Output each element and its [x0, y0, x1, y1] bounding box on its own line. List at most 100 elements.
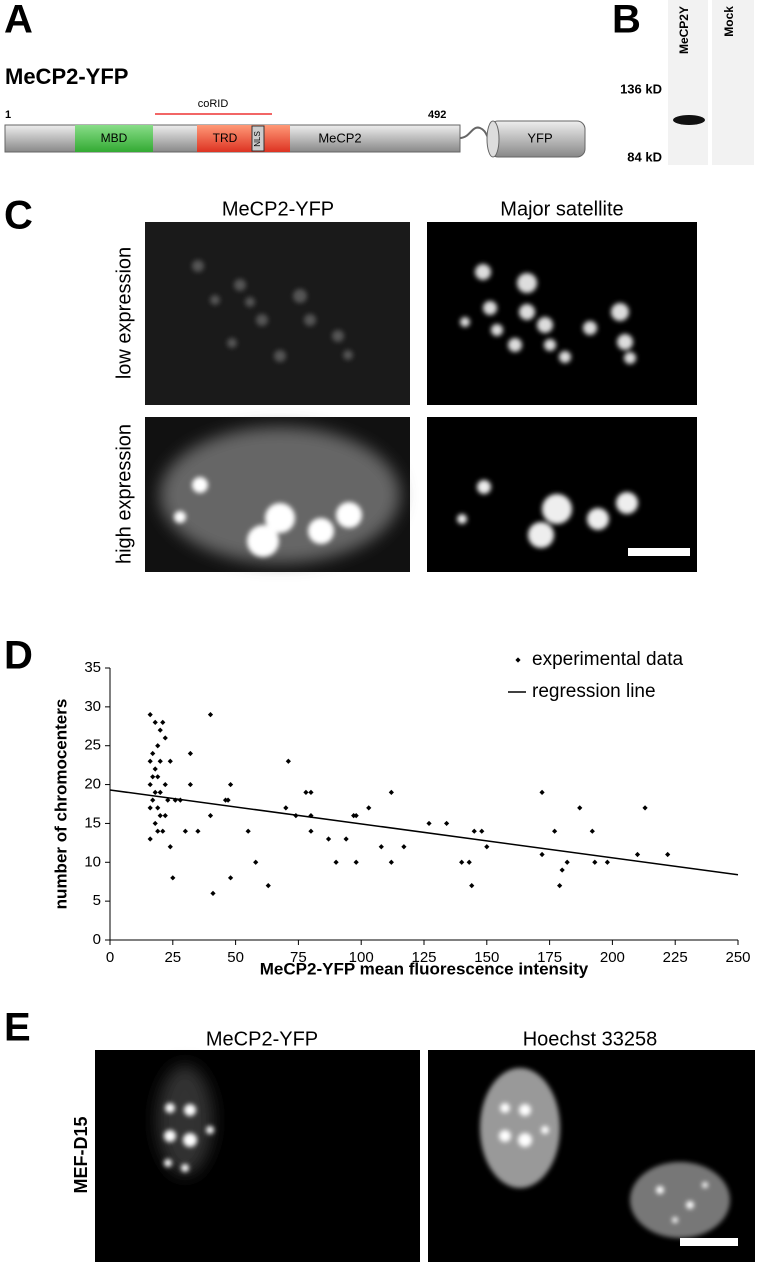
- data-point: [227, 781, 234, 788]
- data-point: [195, 828, 201, 834]
- marker-label: 84 kD: [627, 149, 662, 164]
- data-point: [665, 851, 671, 858]
- data-point: [167, 844, 173, 850]
- data-point: [147, 781, 153, 788]
- micrograph: [145, 222, 410, 405]
- data-point: [539, 789, 545, 795]
- y-tick-label: 35: [84, 659, 101, 676]
- legend-label: regression line: [532, 681, 656, 702]
- foci: [164, 1103, 214, 1172]
- data-point: [604, 859, 610, 865]
- mbd-label: MBD: [101, 131, 128, 145]
- data-point: [265, 883, 271, 889]
- data-point: [157, 758, 163, 764]
- mbd-domain: [75, 125, 153, 152]
- data-point: [207, 813, 214, 819]
- data-point: [152, 766, 158, 772]
- data-point: [245, 828, 251, 834]
- data-point: [426, 820, 432, 827]
- data-point: [170, 875, 176, 881]
- foci: [460, 264, 636, 364]
- data-point: [253, 859, 259, 865]
- data-point: [152, 719, 158, 725]
- x-tick-label: 0: [106, 949, 114, 966]
- data-point: [165, 797, 171, 803]
- trd-label: TRD: [213, 131, 238, 145]
- row-title: high expression: [113, 424, 135, 564]
- data-point: [353, 859, 359, 865]
- data-point: [333, 859, 339, 865]
- data-point: [225, 797, 231, 803]
- y-tick-label: 20: [84, 776, 101, 793]
- marker-label: 136 kD: [620, 81, 662, 96]
- column-title: MeCP2-YFP: [222, 198, 334, 220]
- data-point: [157, 813, 163, 819]
- corid-label: coRID: [198, 98, 229, 110]
- data-point: [484, 844, 490, 850]
- scale-bar: [628, 548, 690, 556]
- data-point: [308, 828, 314, 834]
- data-point: [162, 781, 168, 788]
- data-point: [589, 828, 595, 834]
- data-point: [155, 805, 161, 811]
- data-point: [343, 836, 349, 842]
- x-tick-label: 250: [725, 949, 750, 966]
- data-point: [157, 789, 163, 795]
- blot-lane: [712, 0, 754, 165]
- data-point: [147, 805, 153, 811]
- data-point: [459, 859, 465, 865]
- panel-label: E: [4, 1006, 31, 1050]
- nucleus: [157, 1065, 213, 1175]
- data-point: [366, 805, 372, 811]
- data-point: [147, 836, 153, 842]
- data-point: [642, 805, 648, 811]
- data-point: [466, 859, 472, 865]
- data-point: [353, 813, 359, 819]
- construct-title: MeCP2-YFP: [5, 64, 128, 89]
- lane-label: MeCP2Y: [677, 6, 691, 54]
- data-point: [634, 851, 641, 858]
- data-point: [308, 813, 314, 819]
- data-point: [227, 875, 234, 881]
- trd-domain: [197, 125, 290, 152]
- row-title: MEF-D15: [71, 1116, 91, 1193]
- panel-label: D: [4, 634, 33, 678]
- data-point: [283, 805, 289, 811]
- y-tick-label: 0: [93, 931, 101, 948]
- x-tick-label: 25: [164, 949, 181, 966]
- x-tick-label: 75: [290, 949, 307, 966]
- data-point: [401, 844, 407, 850]
- data-point: [210, 890, 216, 896]
- y-tick-label: 5: [93, 892, 101, 909]
- data-point: [147, 758, 153, 764]
- foci: [499, 1103, 708, 1223]
- data-point: [303, 789, 309, 795]
- micrograph: [427, 417, 697, 572]
- data-point: [162, 735, 168, 741]
- data-point: [388, 789, 394, 795]
- data-point: [155, 743, 161, 749]
- nucleus: [160, 427, 400, 563]
- x-tick-label: 125: [411, 949, 436, 966]
- start-label: 1: [5, 109, 11, 121]
- x-tick-label: 100: [349, 949, 374, 966]
- data-point: [152, 789, 158, 795]
- data-point: [167, 758, 173, 764]
- data-point: [539, 851, 545, 858]
- y-tick-label: 10: [84, 853, 101, 870]
- yfp-label: YFP: [527, 130, 552, 145]
- blot-band: [673, 115, 705, 125]
- data-point: [479, 828, 485, 834]
- scale-bar: [680, 1238, 738, 1246]
- y-axis-title: number of chromocenters: [51, 699, 70, 910]
- data-point: [187, 750, 193, 757]
- data-point: [308, 789, 314, 795]
- data-point: [552, 828, 558, 834]
- data-point: [162, 813, 168, 819]
- column-title: Major satellite: [500, 198, 623, 220]
- x-tick-label: 50: [227, 949, 244, 966]
- data-point: [444, 820, 450, 827]
- data-point: [388, 859, 394, 865]
